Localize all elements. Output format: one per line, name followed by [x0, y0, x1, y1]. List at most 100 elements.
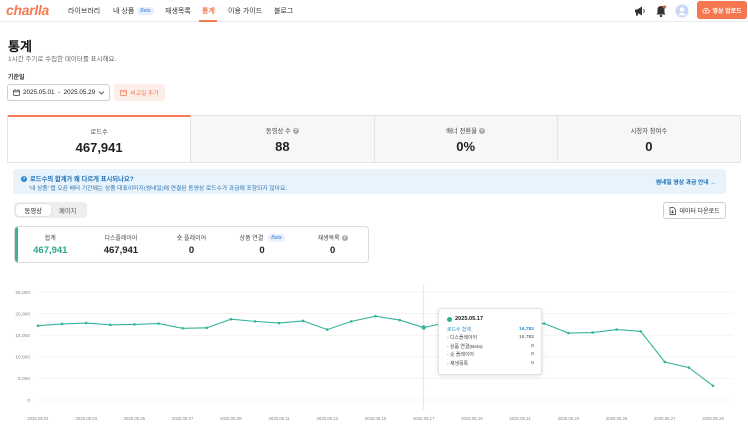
data-point [421, 325, 426, 330]
metric-cards: 로드수 467,941 동영상 수? 88 배너 전환율? 0% 시청자 참여수… [7, 115, 741, 163]
data-point [325, 328, 329, 331]
metric-label: 시청자 참여수 [631, 126, 668, 135]
summary-label: 상품 연결 Beta [240, 233, 285, 242]
tooltip-row: - 재생목록 0 [447, 359, 534, 368]
calendar-icon [13, 89, 20, 96]
file-download-icon [669, 206, 677, 215]
summary-label-text: 상품 연결 [239, 236, 264, 242]
summary-value: 0 [330, 245, 336, 256]
tooltip-row: - 디스플레이어 16,782 [447, 334, 534, 343]
x-tick-label: 2025.05.13 [317, 416, 339, 421]
metric-value: 0% [456, 139, 476, 154]
metric-card-loads[interactable]: 로드수 467,941 [8, 115, 192, 162]
metric-label-text: 로드수 [90, 129, 108, 136]
summary-product-link: 상품 연결 Beta 0 [227, 227, 298, 262]
tooltip-row-value: 0 [531, 352, 534, 358]
top-nav: charlla 라이브러리 내 상품 Beta 재생목록 통계 이용 가이드 블로… [0, 0, 748, 22]
data-point [84, 321, 88, 325]
data-point [253, 320, 257, 323]
info-icon[interactable]: ? [292, 127, 299, 134]
data-point [109, 323, 112, 327]
bell-icon[interactable] [654, 4, 668, 18]
y-tick-label: 20,000 [15, 311, 30, 317]
nav-item-statistics[interactable]: 통계 [202, 8, 215, 15]
data-point [350, 320, 353, 323]
toggle-video[interactable]: 동영상 [16, 204, 51, 216]
summary-short-player: 숏 플레이어 0 [156, 227, 227, 262]
tooltip-row-value: 0 [531, 343, 534, 349]
tooltip-row: 로드수 합계 16,782 [447, 325, 534, 334]
data-point [687, 366, 691, 369]
info-icon[interactable]: ? [341, 234, 348, 241]
data-point [157, 322, 160, 325]
metric-card-videos[interactable]: 동영상 수? 88 [191, 116, 375, 162]
x-tick-label: 2025.05.29 [702, 416, 724, 421]
page-subtitle: 1시간 주기로 수집한 데이터를 표시해요. [8, 56, 117, 63]
data-point [711, 384, 715, 388]
data-point [615, 328, 618, 331]
data-point [133, 323, 136, 326]
series-dot [447, 316, 452, 322]
x-tick-label: 2025.05.17 [413, 416, 435, 421]
y-tick-label: 25,000 [15, 290, 30, 296]
metric-label-text: 동영상 수 [265, 128, 291, 135]
add-compare-date-button[interactable]: 비교일 추가 [114, 84, 165, 101]
billing-guide-link[interactable]: 썸네일 영상 과금 안내 → [655, 180, 716, 186]
nav-item-playlists[interactable]: 재생목록 [165, 8, 191, 15]
toggle-page[interactable]: 페이지 [59, 207, 77, 215]
x-tick-label: 2025.05.11 [268, 416, 290, 421]
nav-item-my-products[interactable]: 내 상품 Beta [113, 6, 154, 16]
add-compare-date-label: 비교일 추가 [130, 91, 159, 97]
tooltip-row-label: - 디스플레이어 [447, 336, 477, 342]
tooltip-row-label: - 상품 연결(Beta) [447, 344, 483, 350]
x-tick-label: 2025.05.27 [654, 416, 676, 421]
data-point [398, 318, 401, 322]
x-tick-label: 2025.05.21 [509, 416, 531, 421]
calendar-icon [120, 89, 128, 96]
logo[interactable]: charlla [6, 2, 50, 18]
metric-card-banner-conversion[interactable]: 배너 전환율? 0% [374, 116, 558, 162]
data-point [181, 326, 184, 330]
date-range-picker[interactable]: 2025.05.01 - 2025.05.29 [7, 84, 110, 101]
x-tick-label: 2025.05.07 [172, 416, 194, 421]
beta-badge: Beta [268, 233, 285, 242]
upload-video-button[interactable]: 영상 업로드 [697, 1, 747, 19]
megaphone-icon[interactable] [633, 4, 647, 18]
loads-line-chart[interactable]: 0 5,000 10,000 15,000 20,000 25,000 2025.05.01… [0, 284, 748, 432]
summary-label: 숏 플레이어 [176, 236, 207, 242]
y-tick-label: 10,000 [15, 355, 30, 361]
summary-display-player: 디스플레이어 467,941 [86, 227, 157, 262]
x-tick-label: 2025.05.09 [220, 416, 242, 421]
avatar-icon[interactable] [675, 4, 689, 18]
tooltip-row-value: 16,782 [519, 326, 534, 332]
summary-panel: 합계 467,941 디스플레이어 467,941 숏 플레이어 0 상품 연결… [14, 226, 369, 263]
tooltip-row: - 상품 연결(Beta) 0 [447, 342, 534, 351]
tooltip-row: - 숏 플레이어 0 [447, 351, 534, 360]
x-tick-label: 2025.05.01 [27, 416, 49, 421]
nav-item-library[interactable]: 라이브러리 [68, 8, 101, 15]
upload-video-label: 영상 업로드 [712, 8, 742, 15]
metric-label: 동영상 수? [266, 126, 299, 135]
summary-total: 합계 467,941 [15, 227, 86, 262]
x-tick-label: 2025.05.03 [75, 416, 97, 421]
banner-description: '내 상품' 탭 오픈 베타 기간에는 상품 대표이미지(썸네일)에 연결된 동… [29, 186, 287, 192]
summary-label-text: 재생목록 [317, 236, 340, 242]
nav-item-blog[interactable]: 블로그 [274, 8, 294, 15]
data-point [542, 322, 546, 325]
cloud-upload-icon [702, 7, 711, 13]
nav-item-guide[interactable]: 이용 가이드 [228, 8, 263, 15]
data-point [567, 331, 570, 335]
info-icon[interactable]: ? [478, 127, 485, 134]
data-point [205, 326, 209, 330]
x-tick-label: 2025.05.05 [124, 416, 146, 421]
summary-label: 재생목록? [318, 233, 348, 242]
metric-label: 로드수 [90, 127, 107, 136]
data-point [374, 314, 377, 318]
download-data-button[interactable]: 데이터 다운로드 [663, 202, 726, 219]
data-point [591, 331, 594, 334]
view-toggle: 동영상 페이지 [14, 202, 87, 218]
metric-card-viewer-engagement[interactable]: 시청자 참여수 0 [557, 116, 740, 162]
active-nav-underline [199, 20, 217, 22]
data-point [301, 319, 305, 323]
x-tick-label: 2025.05.15 [365, 416, 387, 421]
